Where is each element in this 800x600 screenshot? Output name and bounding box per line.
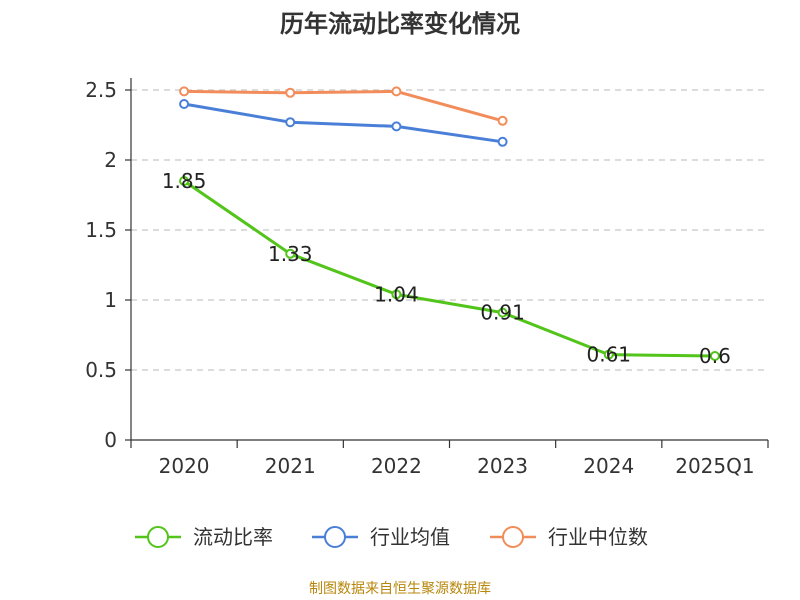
- data-label: 0.61: [586, 343, 631, 367]
- data-point: [179, 99, 190, 109]
- data-label: 1.33: [268, 242, 313, 266]
- data-label: 0.91: [480, 301, 525, 325]
- data-point: [391, 289, 402, 300]
- data-point: [391, 86, 402, 97]
- x-tick-label: 2021: [265, 454, 316, 478]
- source-note: 制图数据来自恒生聚源数据库: [309, 581, 491, 597]
- x-tick-label: 2022: [371, 454, 422, 478]
- data-point: [179, 86, 190, 97]
- data-point: [179, 176, 190, 186]
- x-tick-label: 2024: [583, 454, 634, 478]
- legend-label: 行业均值: [370, 525, 450, 549]
- chart-title: 历年流动比率变化情况: [280, 10, 520, 38]
- x-tick-label: 2025Q1: [675, 454, 754, 478]
- data-point: [497, 307, 508, 318]
- data-label: 1.85: [162, 169, 207, 193]
- series-1: [179, 99, 508, 147]
- y-tick-label: 1.5: [85, 218, 117, 242]
- data-point: [285, 117, 296, 128]
- legend-item-1: 行业均值: [312, 525, 450, 549]
- y-tick-label: 2.5: [85, 78, 117, 102]
- y-tick-label: 0.5: [85, 358, 117, 382]
- legend-marker: [324, 526, 346, 548]
- data-point: [285, 248, 296, 259]
- series-0: 1.85 1.33 1.04 0.91 0.61 0.6: [162, 169, 731, 368]
- x-tick-label: 2023: [477, 454, 528, 478]
- data-point: [497, 136, 508, 147]
- series-line: [183, 179, 715, 358]
- series-line: [184, 89, 503, 123]
- series-2: [179, 86, 508, 126]
- x-tick-label: 2020: [159, 454, 210, 478]
- legend-label: 流动比率: [193, 525, 273, 549]
- data-point: [603, 349, 614, 360]
- data-point: [285, 87, 296, 98]
- data-point: [497, 115, 508, 126]
- y-tick-label: 0: [104, 428, 117, 452]
- legend-item-2: 行业中位数: [490, 525, 648, 549]
- y-tick-label: 1: [104, 288, 117, 312]
- data-point: [709, 351, 720, 361]
- series-line: [183, 102, 503, 144]
- legend-marker: [147, 526, 169, 548]
- data-point: [391, 121, 402, 132]
- data-label: 0.6: [699, 344, 731, 368]
- legend-marker: [502, 526, 524, 548]
- legend-item-0: 流动比率: [135, 525, 273, 549]
- data-label: 1.04: [374, 282, 419, 306]
- legend-label: 行业中位数: [548, 525, 648, 549]
- y-tick-label: 2: [104, 148, 117, 172]
